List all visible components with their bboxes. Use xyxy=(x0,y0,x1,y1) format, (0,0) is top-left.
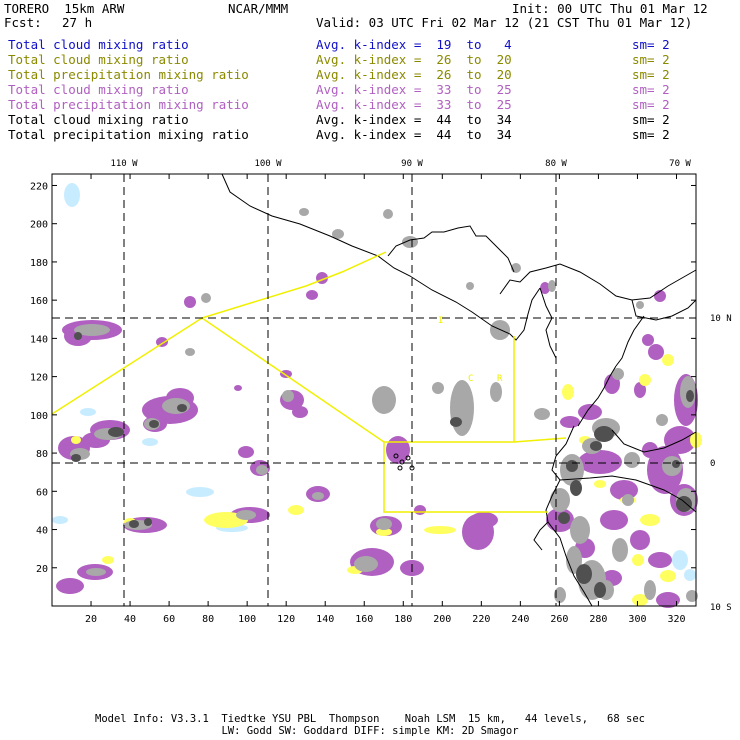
legend-smoothing: sm= 2 xyxy=(632,127,670,142)
x-tick-label: 260 xyxy=(550,614,568,625)
coastline xyxy=(611,429,697,453)
cloud-fields xyxy=(52,183,702,608)
y-tick-label: 60 xyxy=(36,487,48,498)
legend-kindex: Avg. k-index = 26 to 20 xyxy=(316,52,512,67)
x-tick-label: 160 xyxy=(355,614,373,625)
legend-field: Total cloud mixing ratio xyxy=(8,82,189,97)
latitude-label: 10 N xyxy=(710,314,732,324)
model-info: Model Info: V3.3.1 Tiedtke YSU PBL Thomp… xyxy=(95,713,645,725)
legend-field: Total cloud mixing ratio xyxy=(8,112,189,127)
longitude-label: 110 W xyxy=(110,159,138,169)
x-tick-label: 40 xyxy=(124,614,136,625)
coastline xyxy=(615,315,645,367)
legend-kindex: Avg. k-index = 44 to 34 xyxy=(316,127,512,142)
legend-row: Total cloud mixing ratio xyxy=(8,52,189,67)
coastline xyxy=(499,263,697,301)
island-outline xyxy=(397,465,403,471)
island-outline xyxy=(405,455,411,461)
coastline xyxy=(533,521,549,551)
legend-kindex: Avg. k-index = 33 to 25 xyxy=(316,82,512,97)
region-label: R xyxy=(497,374,503,384)
longitude-label: 100 W xyxy=(254,159,282,169)
map-frame: I C R 220 200 180 160 140 120 100 80 60 40 20 20 40 60 80… xyxy=(30,159,732,625)
latitude-label: 10 S xyxy=(710,603,732,613)
coastline xyxy=(221,173,541,341)
x-tick-label: 220 xyxy=(472,614,490,625)
legend-smoothing: sm= 2 xyxy=(632,82,670,97)
y-tick-label: 100 xyxy=(30,411,48,422)
legend-field: Total cloud mixing ratio xyxy=(8,52,189,67)
y-tick-label: 200 xyxy=(30,220,48,231)
x-tick-label: 120 xyxy=(277,614,295,625)
legend-kindex: Avg. k-index = 44 to 34 xyxy=(316,112,512,127)
x-tick-label: 100 xyxy=(238,614,256,625)
island-outline xyxy=(399,459,405,465)
legend-field: Total precipitation mixing ratio xyxy=(8,127,249,142)
y-tick-label: 140 xyxy=(30,334,48,345)
legend-row: Total cloud mixing ratio xyxy=(8,82,189,97)
legend-kindex: Avg. k-index = 19 to 4 xyxy=(316,37,512,52)
x-tick-label: 140 xyxy=(316,614,334,625)
legend-row: Total precipitation mixing ratio xyxy=(8,67,249,82)
y-tick-label: 40 xyxy=(36,526,48,537)
legend-field: Total precipitation mixing ratio xyxy=(8,97,249,112)
longitude-label: 80 W xyxy=(545,159,567,169)
x-tick-label: 320 xyxy=(667,614,685,625)
domain-boundary xyxy=(383,442,548,513)
model-physics: LW: Godd SW: Goddard DIFF: simple KM: 2D… xyxy=(221,725,519,737)
latitude-label: 0 xyxy=(710,459,715,469)
y-tick-label: 80 xyxy=(36,449,48,460)
legend-smoothing: sm= 2 xyxy=(632,37,670,52)
legend-kindex: Avg. k-index = 26 to 20 xyxy=(316,67,512,82)
legend-field: Total cloud mixing ratio xyxy=(8,37,189,52)
x-tick-label: 240 xyxy=(511,614,529,625)
domain-boundary xyxy=(201,251,387,319)
island-outline xyxy=(393,453,399,459)
y-tick-label: 160 xyxy=(30,296,48,307)
longitude-label: 70 W xyxy=(669,159,691,169)
y-tick-label: 220 xyxy=(30,181,48,192)
center-name: NCAR/MMM xyxy=(228,1,289,16)
coastline xyxy=(539,287,557,359)
coastline xyxy=(545,425,593,607)
longitude-label: 90 W xyxy=(401,159,423,169)
x-tick-label: 80 xyxy=(202,614,214,625)
y-tick-label: 180 xyxy=(30,258,48,269)
legend-smoothing: sm= 2 xyxy=(632,97,670,112)
legend-row: Total cloud mixing ratio xyxy=(8,37,189,52)
coastline xyxy=(387,225,515,273)
legend-kindex: Avg. k-index = 33 to 25 xyxy=(316,97,512,112)
coastline xyxy=(577,365,617,427)
model-name: TORERO 15km ARW xyxy=(4,1,125,16)
coastline xyxy=(559,475,697,513)
x-tick-label: 300 xyxy=(628,614,646,625)
legend-row: Total precipitation mixing ratio xyxy=(8,97,249,112)
legend-field: Total precipitation mixing ratio xyxy=(8,67,249,82)
legend-row: Total cloud mixing ratio xyxy=(8,112,189,127)
legend-row: Total precipitation mixing ratio xyxy=(8,127,249,142)
region-label: C xyxy=(468,374,473,384)
legend-smoothing: sm= 2 xyxy=(632,67,670,82)
x-tick-label: 280 xyxy=(589,614,607,625)
x-tick-label: 180 xyxy=(394,614,412,625)
region-label: I xyxy=(438,316,443,326)
domain-boundary xyxy=(51,317,567,443)
legend-smoothing: sm= 2 xyxy=(632,52,670,67)
valid-time: Valid: 03 UTC Fri 02 Mar 12 (21 CST Thu … xyxy=(316,15,693,30)
y-tick-label: 20 xyxy=(36,564,48,575)
map-border xyxy=(51,173,697,607)
forecast-label: Fcst: xyxy=(4,15,42,30)
x-tick-label: 20 xyxy=(85,614,97,625)
init-time: Init: 00 UTC Thu 01 Mar 12 xyxy=(512,1,708,16)
forecast-hours: 27 h xyxy=(62,15,93,30)
y-tick-label: 120 xyxy=(30,373,48,384)
x-tick-label: 60 xyxy=(163,614,175,625)
legend-smoothing: sm= 2 xyxy=(632,112,670,127)
x-tick-label: 200 xyxy=(433,614,451,625)
